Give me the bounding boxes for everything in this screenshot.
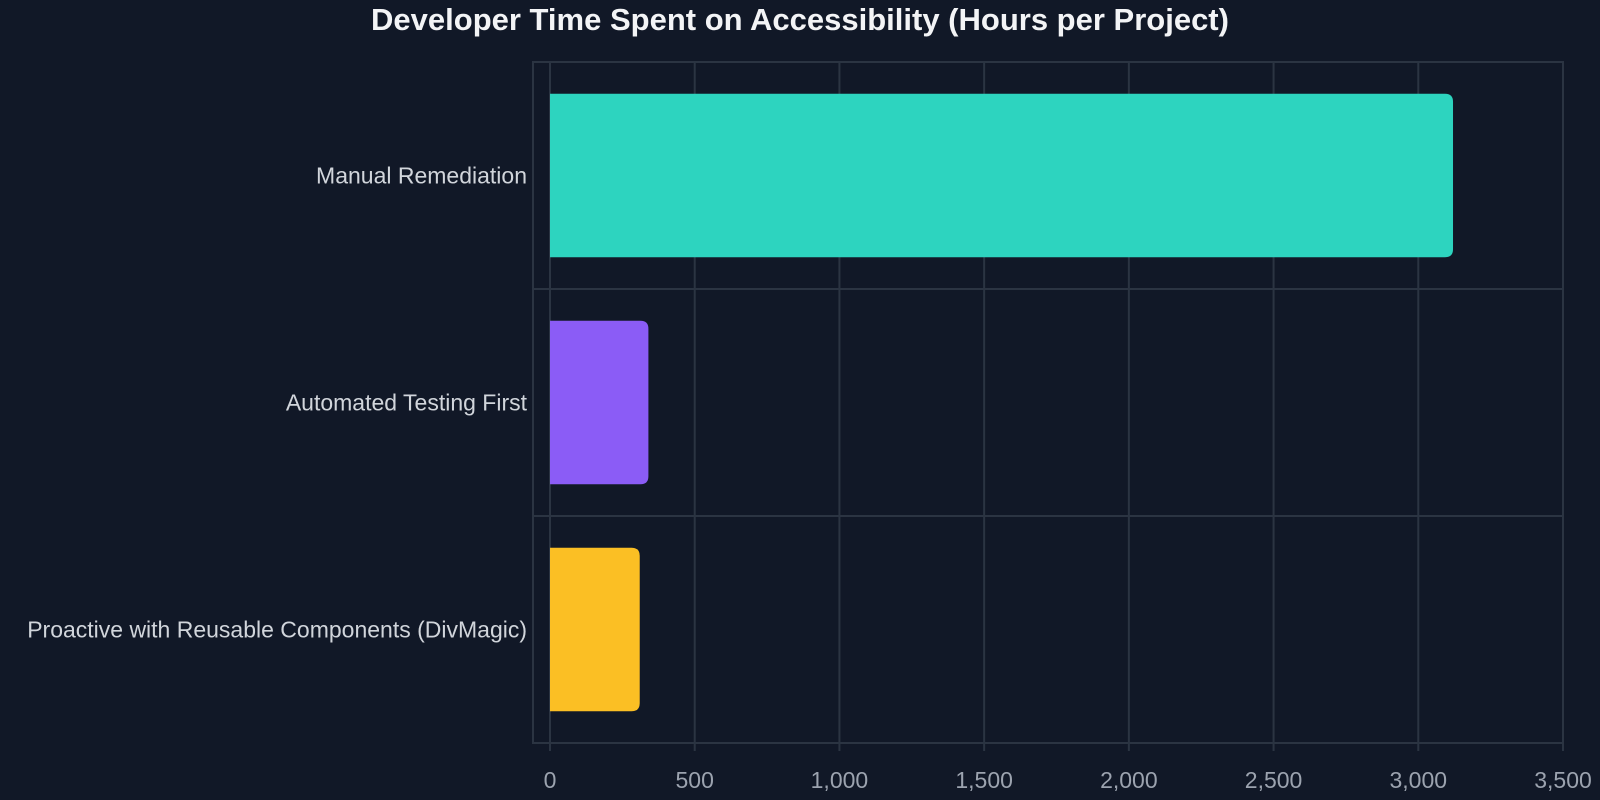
bar-3	[550, 547, 640, 712]
bar-1	[550, 93, 1454, 258]
x-tick-label: 1,000	[811, 767, 869, 793]
x-tick-label: 3,000	[1390, 767, 1448, 793]
x-tick-label: 0	[544, 767, 557, 793]
x-tick-labels: 0 500 1,000 1,500 2,000 2,500 3,000 3,500	[544, 767, 1592, 793]
category-label: Automated Testing First	[286, 390, 528, 416]
x-tick-label: 3,500	[1534, 767, 1592, 793]
bars	[550, 93, 1454, 712]
category-label: Manual Remediation	[316, 163, 527, 189]
category-label: Proactive with Reusable Components (DivM…	[27, 617, 527, 643]
x-tick-label: 2,000	[1100, 767, 1158, 793]
x-tick-label: 500	[676, 767, 714, 793]
x-tick-label: 2,500	[1245, 767, 1303, 793]
chart-title: Developer Time Spent on Accessibility (H…	[371, 2, 1229, 37]
bar-2	[550, 320, 649, 485]
category-labels: Manual Remediation Automated Testing Firs…	[27, 163, 527, 643]
x-tick-label: 1,500	[955, 767, 1013, 793]
